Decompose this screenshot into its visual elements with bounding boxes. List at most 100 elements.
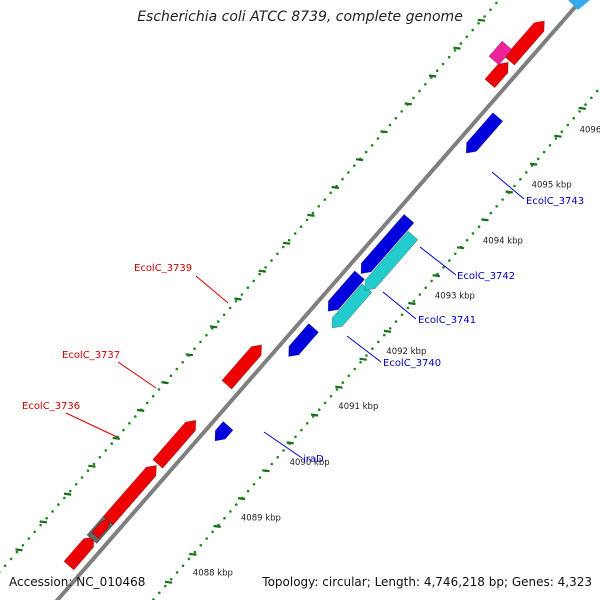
- gene-label-leader: [419, 246, 457, 276]
- tick-dot: [45, 516, 48, 520]
- tick-dot: [51, 510, 54, 513]
- tick-dash: [432, 274, 440, 278]
- tick-dot: [341, 177, 344, 181]
- tick-dash: [282, 241, 291, 245]
- tick-dot: [270, 259, 273, 262]
- genome-backbone: [54, 0, 584, 600]
- tick-dot: [353, 367, 357, 371]
- tick-dot: [246, 286, 250, 290]
- tick-dot: [371, 347, 374, 351]
- gene-label-leader: [382, 291, 417, 320]
- forward-gene: [91, 517, 111, 539]
- tick-dot: [370, 144, 374, 147]
- tick-dot: [240, 293, 244, 296]
- tick-dot: [435, 69, 439, 72]
- tick-dot: [216, 320, 220, 323]
- tick-dot: [158, 591, 161, 595]
- tick-label: 4093 kbp: [435, 291, 475, 301]
- tick-dot: [471, 28, 475, 32]
- tick-dot: [110, 442, 113, 445]
- tick-dot: [459, 42, 463, 45]
- tick-dot: [252, 279, 255, 283]
- tick-dot: [15, 550, 19, 554]
- tick-dash: [554, 134, 562, 138]
- tick-dot: [383, 333, 386, 337]
- length-label: Length:: [374, 575, 421, 589]
- tick-dot: [157, 388, 161, 391]
- tick-dot: [477, 225, 481, 228]
- tick-dash: [477, 18, 486, 22]
- tick-dot: [276, 455, 280, 459]
- gene-label-leader: [491, 171, 525, 200]
- tick-dot: [169, 374, 173, 378]
- tick-dot: [222, 313, 226, 317]
- tick-dot: [306, 422, 309, 425]
- tick-dot: [536, 157, 540, 161]
- tick-dot: [418, 293, 422, 296]
- tick-dot: [465, 238, 469, 242]
- tick-dash: [234, 297, 242, 301]
- tick-dot: [33, 530, 36, 534]
- genome-summary: Topology: circular; Length: 4,746,218 bp…: [262, 575, 592, 589]
- tick-dot: [317, 408, 321, 412]
- gene-label-leader: [65, 412, 118, 438]
- tick-dot: [169, 577, 173, 581]
- tick-dash: [453, 46, 461, 50]
- tick-dot: [205, 537, 208, 540]
- tick-dot: [501, 198, 504, 201]
- reverse-gene: [360, 213, 415, 274]
- tick-dot: [424, 83, 427, 86]
- tick-dash: [359, 357, 367, 361]
- accession-label: Accession:: [9, 575, 73, 589]
- tick-dot: [287, 238, 291, 242]
- tick-dot: [181, 564, 185, 567]
- tick-dash: [161, 381, 169, 385]
- reverse-gene: [327, 270, 365, 312]
- tick-dot: [365, 354, 368, 357]
- tick-dot: [134, 415, 137, 418]
- tick-dash: [88, 464, 96, 468]
- tick-label: 4091 kbp: [338, 402, 378, 412]
- length-value: 4,746,218 bp: [423, 575, 504, 589]
- tick-dot: [329, 191, 333, 195]
- gene-label: EcolC_3743: [526, 196, 584, 207]
- gene-label: iraD: [303, 454, 324, 465]
- tick-dash: [408, 301, 416, 306]
- tick-dot: [300, 428, 303, 432]
- tick-dot: [57, 503, 60, 506]
- forward-gene: [504, 20, 545, 66]
- tick-dash: [456, 246, 465, 250]
- tick-dot: [376, 137, 380, 140]
- kbp-tick-labels: 4088 kbp 4089 kbp 4090 kbp 4091 kbp 4092 kbp…: [193, 126, 600, 579]
- tick-dot: [282, 449, 285, 452]
- tick-dot: [329, 394, 333, 398]
- tick-dot: [441, 62, 445, 66]
- genes-value: 4,323: [557, 575, 592, 589]
- tick-dot: [430, 279, 433, 283]
- tick-dot: [229, 510, 232, 513]
- tick-dot: [590, 96, 593, 100]
- tick-dot: [175, 367, 179, 371]
- tick-dot: [305, 218, 309, 222]
- tick-dot: [525, 171, 528, 174]
- tick-dot: [199, 544, 203, 547]
- tick-dot: [489, 211, 493, 215]
- tick-dot: [27, 537, 31, 540]
- tick-dot: [560, 130, 564, 133]
- tick-dot: [347, 374, 351, 378]
- tick-dot: [0, 571, 1, 574]
- tick-dot: [311, 211, 315, 215]
- tick-dot: [68, 489, 72, 493]
- tick-dot: [572, 116, 575, 120]
- tick-dot: [578, 110, 581, 113]
- tick-dash: [258, 269, 267, 273]
- tick-dot: [364, 150, 368, 154]
- gene-label-layer: EcolC_3736 EcolC_3737 EcolC_3739 iraD EcolC_…: [22, 171, 584, 465]
- tick-dash: [136, 408, 145, 412]
- forward-gene: [221, 344, 262, 390]
- gene-label: EcolC_3736: [22, 401, 80, 412]
- tick-dot: [584, 103, 587, 106]
- tick-dot: [175, 571, 179, 574]
- tick-dash: [63, 492, 72, 496]
